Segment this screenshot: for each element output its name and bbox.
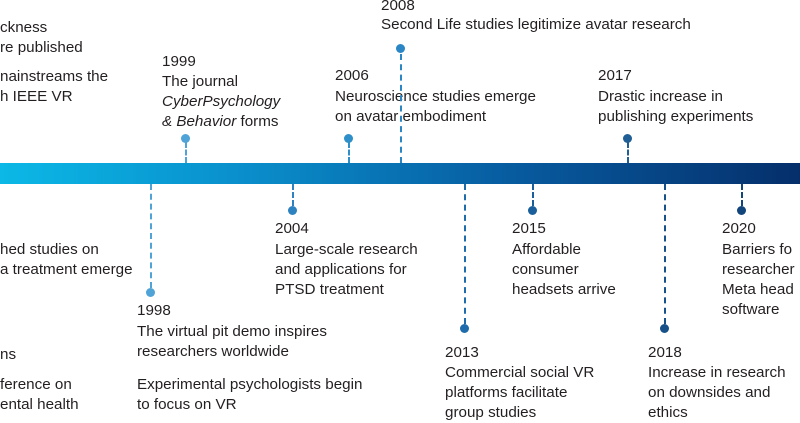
event-description-2017: Drastic increase in publishing experiment… [598,88,754,125]
event-year-2006: 2006 [335,67,369,84]
connector-2015 [532,184,534,206]
event-year-2013: 2013 [445,344,479,361]
event-description-1999: The journal CyberPsychology & Behavior f… [162,73,281,130]
event-year-2020: 2020 [722,220,756,237]
event-year-2004: 2004 [275,220,309,237]
event-year-1998: 1998 [137,302,171,319]
connector-2008 [400,54,402,163]
cut-off-text: hed studies on a treatment emerge [0,241,133,278]
timeline-bar [0,163,800,184]
cut-off-text: ns [0,346,17,363]
marker-2018 [660,324,669,333]
event-year-1999: 1999 [162,53,196,70]
marker-2008 [396,44,405,53]
connector-2018 [664,184,666,324]
connector-2004 [292,184,294,206]
connector-2017 [627,142,629,163]
connector-2006 [348,142,350,163]
event-description-2008: Second Life studies legitimize avatar re… [381,16,691,33]
marker-2006 [344,134,353,143]
event-description-2018: Increase in research on downsides and ethi… [648,364,786,421]
cut-off-text: ckness re published [0,19,83,56]
connector-2013 [464,184,466,324]
event-description-1998: The virtual pit demo inspires researchers… [137,323,327,360]
cut-off-text: nainstreams the h IEEE VR [0,68,109,105]
marker-2013 [460,324,469,333]
event-description-2020: Barriers fo researcher Meta head software [722,241,795,318]
marker-2020 [737,206,746,215]
marker-1999 [181,134,190,143]
marker-2004 [288,206,297,215]
marker-2017 [623,134,632,143]
event-description-2006: Neuroscience studies emerge on avatar emb… [335,88,536,125]
event-year-2017: 2017 [598,67,632,84]
marker-2015 [528,206,537,215]
connector-2020 [741,184,743,206]
event-description-2004: Large-scale research and applications for… [275,241,418,298]
cut-off-text: ference on ental health [0,376,79,413]
connector-1999 [185,142,187,163]
event-year-2008: 2008 [381,0,415,14]
event-description-2015: Affordable consumer headsets arrive [512,241,616,298]
event-description-1998-extra: Experimental psychologists begin to focus… [137,376,363,413]
connector-1998 [150,184,152,288]
event-year-2018: 2018 [648,344,682,361]
event-description-2013: Commercial social VR platforms facilitate… [445,364,595,421]
marker-1998 [146,288,155,297]
event-year-2015: 2015 [512,220,546,237]
